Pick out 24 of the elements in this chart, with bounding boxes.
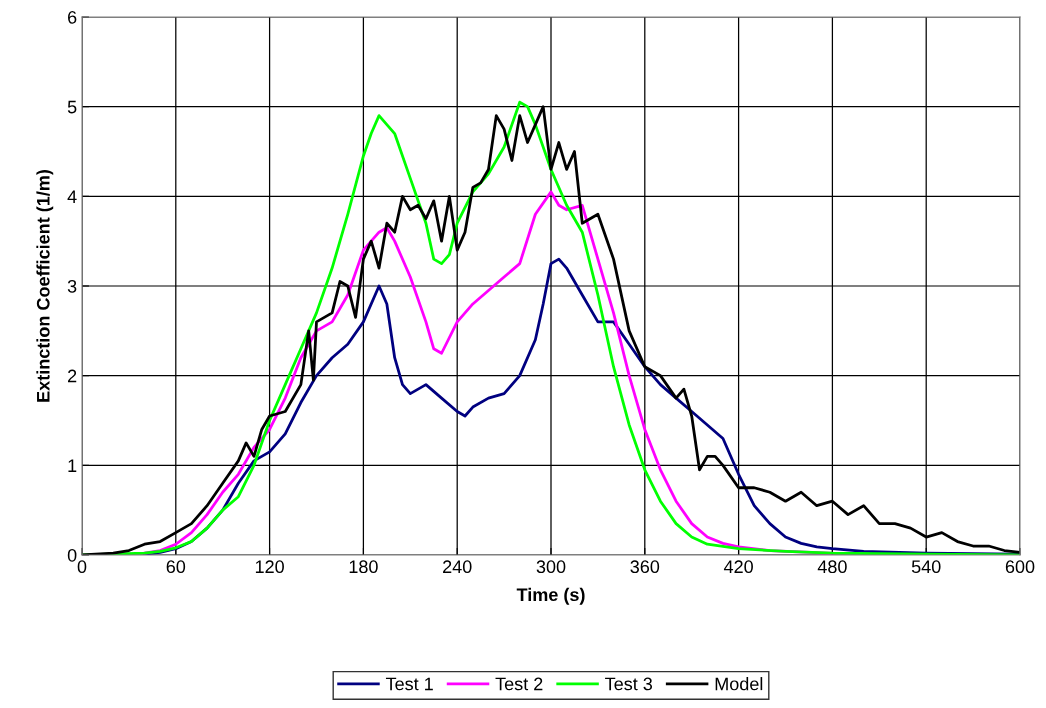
x-tick-label: 180 xyxy=(349,560,378,574)
y-axis-title: Extinction Coefficient (1/m) xyxy=(36,170,54,402)
x-tick-label: 360 xyxy=(630,560,660,574)
y-tick-label: 3 xyxy=(67,279,77,293)
x-tick-label: 420 xyxy=(723,560,753,574)
x-tick-label: 120 xyxy=(255,560,284,574)
y-tick-label: 4 xyxy=(67,190,77,203)
x-tick-label: 480 xyxy=(817,560,847,574)
legend-label: Model xyxy=(715,677,763,691)
x-axis-title: Time (s) xyxy=(516,587,585,605)
legend-label: Test 3 xyxy=(605,677,653,691)
x-tick-label: 600 xyxy=(1005,560,1035,574)
y-tick-label: 2 xyxy=(68,369,77,383)
y-tick-label: 0 xyxy=(67,548,77,562)
x-tick-label: 60 xyxy=(166,560,186,574)
y-tick-label: 6 xyxy=(68,10,77,24)
x-tick-label: 240 xyxy=(443,560,472,574)
x-tick-label: 0 xyxy=(77,560,87,574)
y-tick-label: 1 xyxy=(68,459,77,472)
x-tick-label: 300 xyxy=(536,560,566,574)
x-tick-label: 540 xyxy=(911,560,941,574)
legend-label: Test 1 xyxy=(385,677,433,691)
y-tick-label: 5 xyxy=(67,100,77,114)
legend-label: Test 2 xyxy=(495,677,543,691)
